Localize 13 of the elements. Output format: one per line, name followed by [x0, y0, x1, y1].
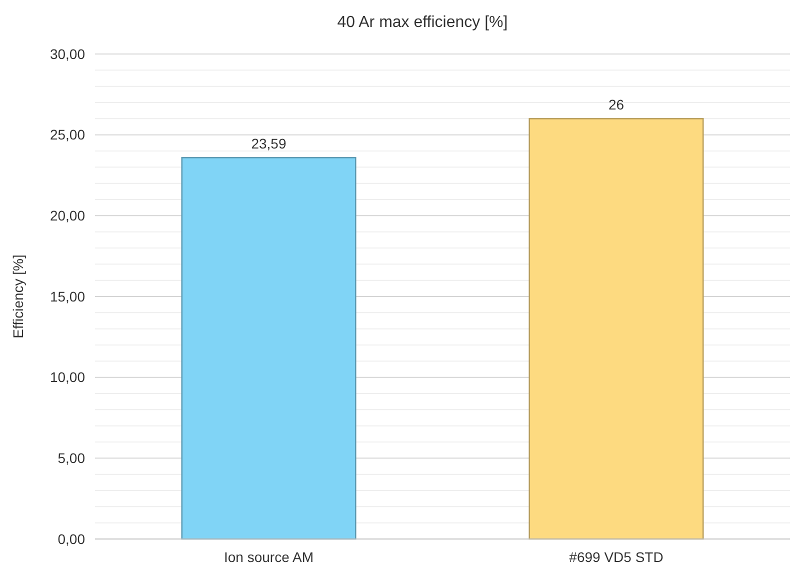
y-tick-label: 10,00: [50, 369, 86, 386]
y-tick-label: 5,00: [58, 450, 86, 466]
y-tick-label: 15,00: [50, 288, 86, 304]
data-label: 23,59: [251, 136, 286, 152]
data-label: 26: [608, 96, 624, 113]
x-tick-label: Ion source AM: [224, 549, 314, 565]
chart-title: 40 Ar max efficiency [%]: [337, 14, 508, 31]
x-tick-label: #699 VD5 STD: [569, 549, 664, 565]
y-tick-label: 0,00: [58, 530, 86, 547]
y-tick-label: 20,00: [50, 208, 86, 224]
y-axis-title: Efficiency [%]: [10, 254, 26, 338]
y-tick-label: 25,00: [50, 126, 86, 143]
y-tick-label: 30,00: [50, 46, 86, 62]
